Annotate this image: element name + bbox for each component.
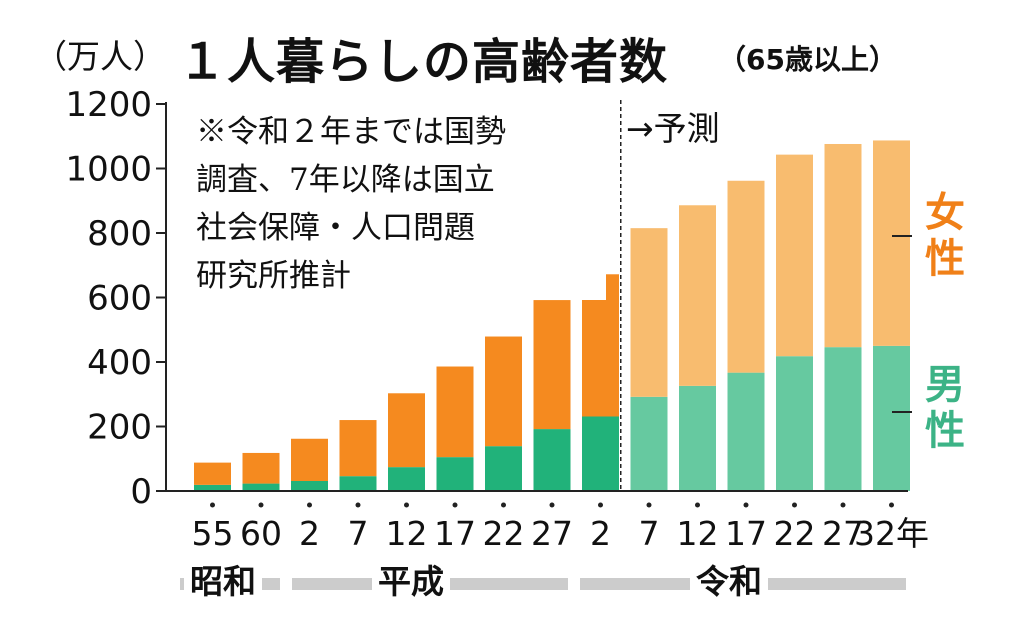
x-tick-dot [355, 502, 361, 508]
bar-male [436, 457, 474, 491]
y-tick-label: 600 [87, 279, 152, 319]
x-tick-label: 12 [677, 514, 719, 553]
bar-male [727, 372, 765, 491]
x-tick-label: 7 [348, 514, 369, 553]
bar-female [533, 300, 571, 430]
y-tick-label: 400 [87, 343, 152, 383]
bar-female [776, 154, 813, 357]
x-tick-dot [743, 502, 749, 508]
x-tick-label: 22 [483, 514, 525, 553]
x-tick-label: 7 [639, 514, 660, 553]
x-tick-dot [598, 502, 603, 508]
x-tick-dot [792, 502, 797, 508]
forecast-label: →予測 [626, 109, 720, 148]
x-tick-dot [210, 502, 215, 508]
bar-female [436, 366, 474, 458]
y-tick-label: 0 [130, 472, 152, 512]
x-tick-label: 2 [590, 514, 611, 553]
x-tick-label: 55 [192, 514, 234, 553]
bar-female [679, 205, 716, 386]
x-tick-label: 60 [240, 514, 282, 553]
bar-female [242, 452, 280, 484]
bar-male [679, 385, 716, 491]
x-tick-label: 17 [434, 514, 476, 553]
bar-female [388, 393, 425, 468]
era-label-reiwa: 令和 [690, 560, 768, 604]
x-tick-label: 22 [774, 514, 816, 553]
y-tick-label: 1000 [65, 150, 152, 190]
y-tick-label: 800 [87, 214, 152, 254]
bar-male [776, 356, 813, 491]
bar-female [630, 228, 668, 397]
bar-female [194, 462, 231, 485]
x-tick-dot [452, 502, 458, 508]
bar-female [485, 336, 522, 447]
x-tick-label: 27 [822, 514, 864, 553]
bar-male [388, 467, 425, 491]
x-tick-dot [501, 502, 506, 508]
x-tick-label: 2 [299, 514, 320, 553]
bar-male [485, 446, 522, 491]
x-tick-dot [307, 502, 312, 508]
x-tick-dot [889, 502, 894, 508]
chart-subtitle: （65歳以上） [718, 43, 897, 76]
era-label-heisei: 平成 [372, 560, 450, 604]
x-tick-label: 12 [386, 514, 428, 553]
bar-female [824, 143, 862, 348]
bar-female [727, 180, 765, 373]
x-tick-label: 27 [531, 514, 573, 553]
x-tick-dot [695, 502, 700, 508]
source-note: ※令和２年までは国勢 調査、7年以降は国立 社会保障・人口問題 研究所推計 [196, 108, 606, 300]
bar-male [873, 345, 910, 491]
bar-male [824, 347, 862, 491]
x-tick-dot [258, 502, 264, 508]
x-tick-dot [404, 502, 409, 508]
x-tick-dot [840, 502, 846, 508]
bar-male [242, 483, 280, 491]
bar-female [291, 438, 328, 482]
chart-title: １人暮らしの高齢者数 [178, 34, 669, 90]
bar-male [291, 481, 328, 491]
x-tick-label: 17 [725, 514, 767, 553]
era-label-showa: 昭和 [184, 560, 262, 604]
bar-male [533, 429, 571, 491]
bar-female [873, 140, 910, 346]
x-tick-label: 32年 [854, 514, 929, 553]
x-tick-dot [646, 502, 652, 508]
y-tick-label: 200 [87, 408, 152, 448]
y-axis-unit: （万人） [34, 37, 166, 76]
x-tick-dot [549, 502, 555, 508]
legend-female: 女 性 [925, 190, 965, 282]
bar-male [194, 484, 231, 491]
legend-male: 男 性 [925, 362, 965, 454]
bar-male [630, 396, 668, 491]
bar-male [582, 416, 619, 491]
bar-female [339, 420, 377, 477]
bar-male [339, 476, 377, 491]
y-tick-label: 1200 [65, 85, 152, 125]
